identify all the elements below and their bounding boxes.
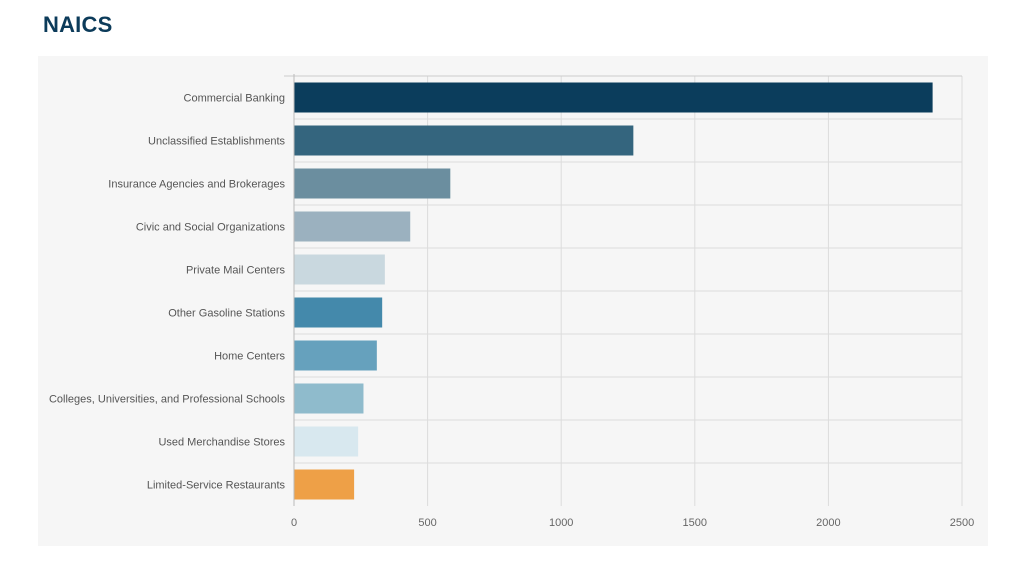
naics-bar-chart: Commercial Banking Unclassified Establish… [49,74,974,529]
x-tick-label: 2000 [816,517,840,529]
category-label: Insurance Agencies and Brokerages [108,179,285,191]
page-title: NAICS [43,12,113,37]
bar-2 [294,168,451,199]
category-label: Private Mail Centers [186,265,286,277]
bar-6 [294,340,377,371]
bar-0 [294,82,933,113]
category-label: Other Gasoline Stations [168,308,285,320]
chart-panel: Commercial Banking Unclassified Establish… [38,56,988,546]
x-tick-label: 2500 [950,517,974,529]
bar-4 [294,254,385,285]
x-tick-label: 500 [418,517,436,529]
bar-5 [294,297,383,328]
category-label: Colleges, Universities, and Professional… [49,394,286,406]
category-label: Unclassified Establishments [148,136,285,148]
category-label: Limited-Service Restaurants [147,480,286,492]
bar-7 [294,383,364,414]
bar-8 [294,426,359,457]
category-label: Commercial Banking [184,93,285,105]
x-tick-label: 1000 [549,517,573,529]
bar-1 [294,125,634,156]
category-label: Home Centers [214,351,285,363]
category-label: Used Merchandise Stores [158,437,285,449]
category-label: Civic and Social Organizations [136,222,286,234]
x-tick-label: 1500 [683,517,707,529]
bar-3 [294,211,411,242]
x-tick-label: 0 [291,517,297,529]
bar-9 [294,469,355,500]
